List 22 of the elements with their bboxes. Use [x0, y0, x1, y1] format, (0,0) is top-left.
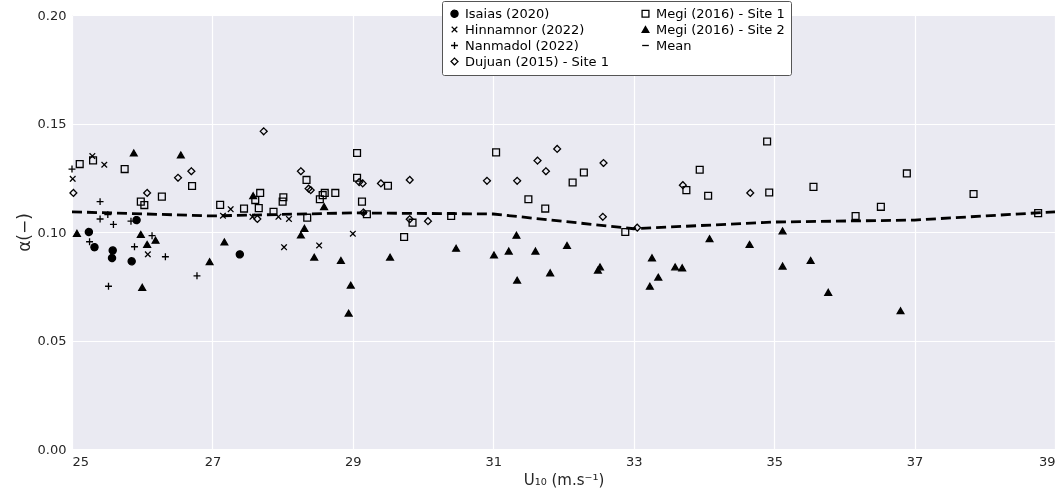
x-axis-title: U₁₀ (m.s⁻¹)	[523, 470, 605, 489]
x-tick-label: 25	[72, 453, 90, 469]
x-tick-label: 31	[485, 453, 503, 469]
legend-label: Megi (2016) - Site 1	[656, 5, 785, 21]
x-tick-label: 29	[345, 453, 362, 469]
y-axis-title: α(−)	[13, 213, 34, 252]
legend-label: Hinnamnor (2022)	[465, 21, 585, 37]
legend-label: Isaias (2020)	[465, 5, 550, 21]
x-tick-label: 37	[906, 453, 924, 469]
legend-label: Megi (2016) - Site 2	[656, 21, 785, 37]
y-tick-label: 0.10	[37, 224, 67, 240]
x-tick-label: 39	[1038, 453, 1056, 469]
legend-label: Nanmadol (2022)	[465, 37, 579, 53]
x-tick-label: 33	[625, 453, 643, 469]
x-tick-label: 27	[204, 453, 222, 469]
y-tick-label: 0.20	[37, 7, 67, 23]
y-tick-label: 0.05	[37, 333, 67, 348]
y-tick-label: 0.00	[37, 441, 67, 457]
y-tick-label: 0.15	[37, 116, 67, 131]
x-tick-label: 35	[766, 453, 783, 469]
legend-label: Mean	[656, 37, 692, 53]
legend-label: Dujuan (2015) - Site 1	[465, 53, 609, 69]
